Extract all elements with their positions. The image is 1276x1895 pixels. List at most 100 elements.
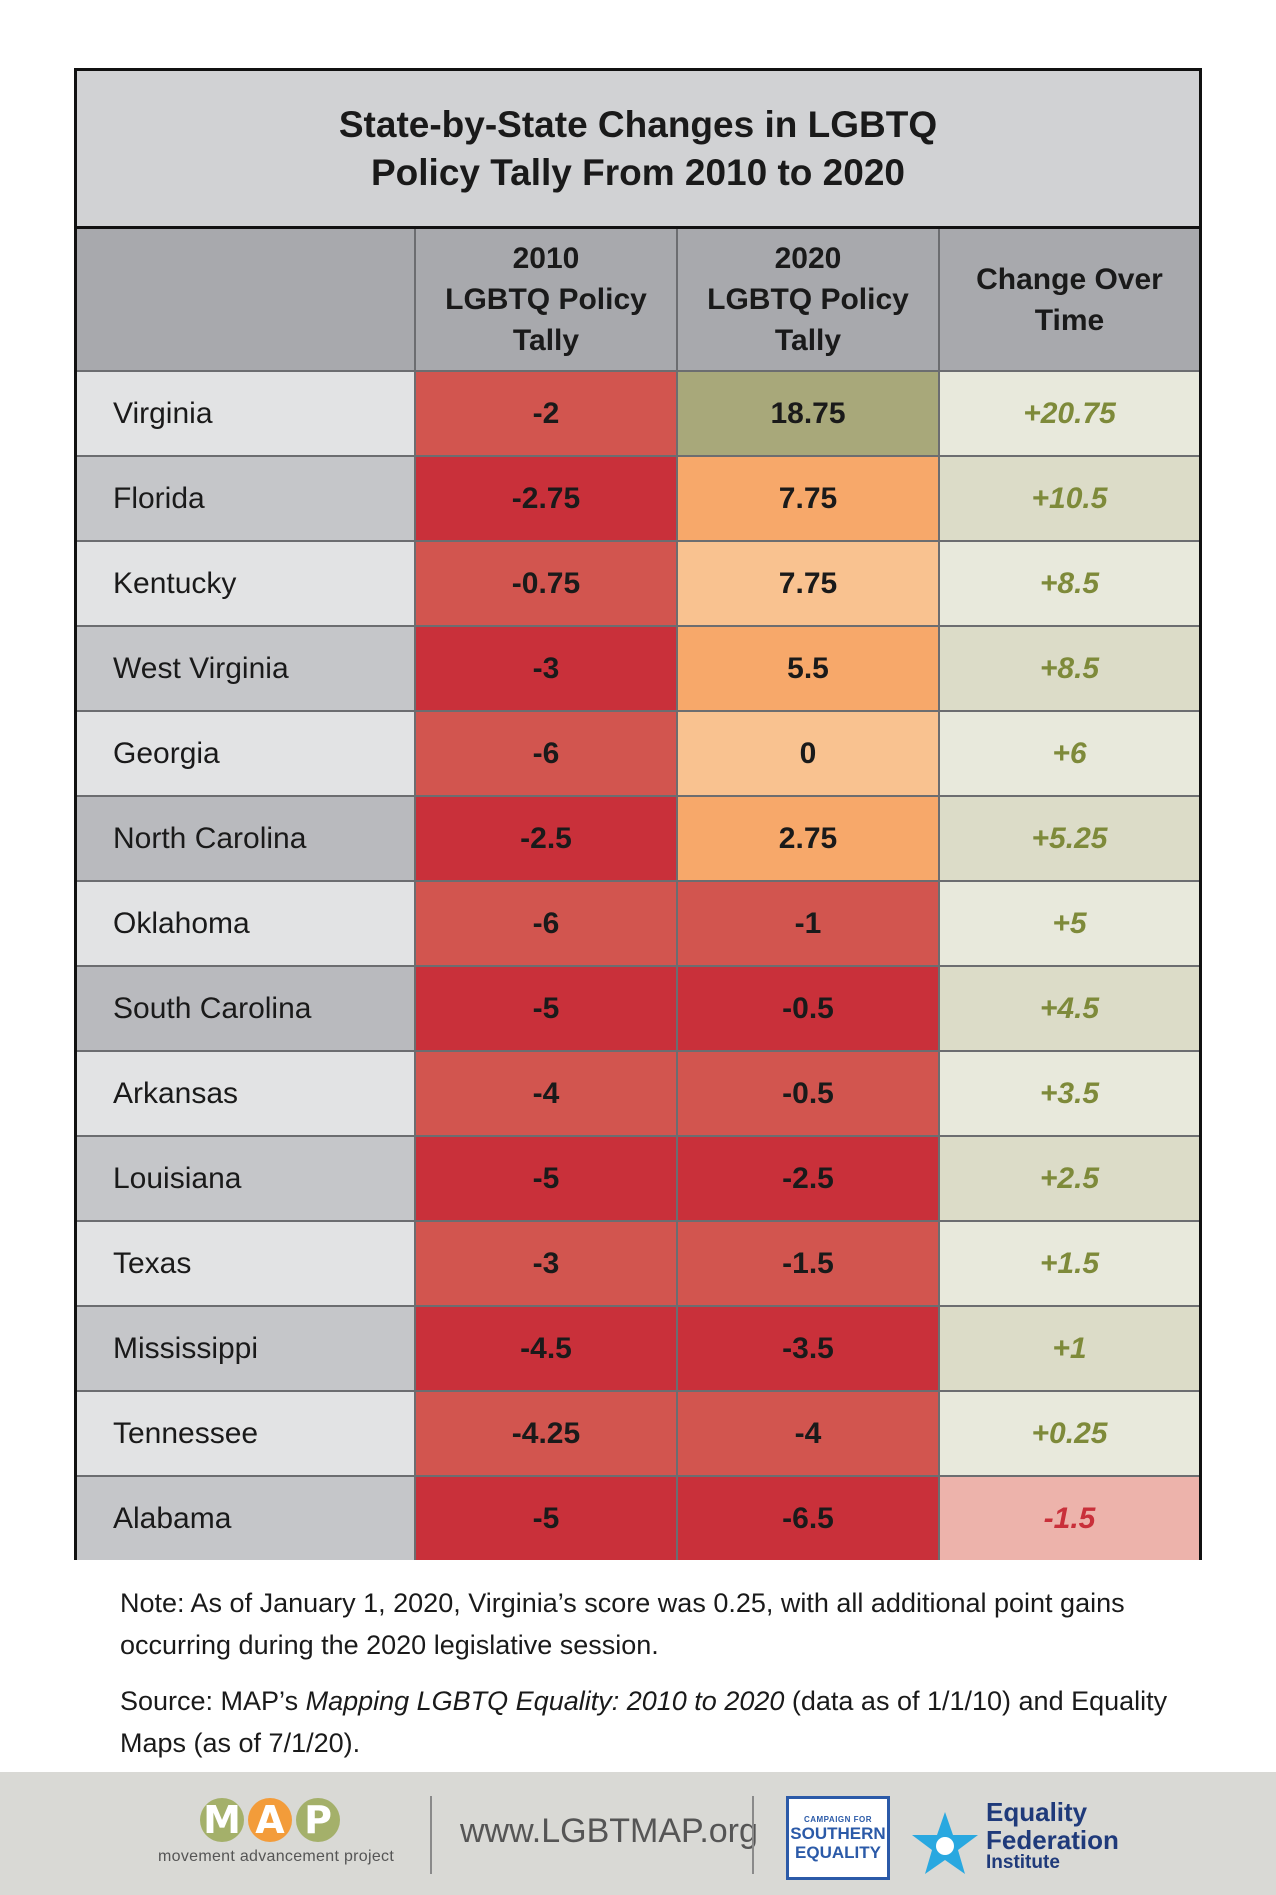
table-row: Louisiana -5 -2.5 +2.5 bbox=[77, 1137, 1199, 1222]
table-row: Kentucky -0.75 7.75 +8.5 bbox=[77, 542, 1199, 627]
table-row: Virginia -2 18.75 +20.75 bbox=[77, 372, 1199, 457]
tally-2010: -3 bbox=[414, 1222, 676, 1305]
table-row: Oklahoma -6 -1 +5 bbox=[77, 882, 1199, 967]
state-name: Georgia bbox=[77, 712, 414, 795]
equality-federation-logo[interactable]: Equality Federation Institute bbox=[910, 1794, 1130, 1884]
tally-2020: -6.5 bbox=[676, 1477, 938, 1560]
change-value: -1.5 bbox=[938, 1477, 1199, 1560]
change-value: +5.25 bbox=[938, 797, 1199, 880]
tally-2020: 2.75 bbox=[676, 797, 938, 880]
map-tagline: movement advancement project bbox=[158, 1848, 395, 1865]
tally-2020: 7.75 bbox=[676, 542, 938, 625]
tally-2010: -6 bbox=[414, 882, 676, 965]
cse-line-2: EQUALITY bbox=[795, 1842, 881, 1862]
cse-small-text: CAMPAIGN FOR bbox=[803, 1814, 873, 1824]
change-value: +3.5 bbox=[938, 1052, 1199, 1135]
state-name: Arkansas bbox=[77, 1052, 414, 1135]
cse-line-1: SOUTHERN bbox=[790, 1823, 886, 1843]
tally-2010: -5 bbox=[414, 1477, 676, 1560]
table-row: Mississippi -4.5 -3.5 +1 bbox=[77, 1307, 1199, 1392]
eq-line-1: Equality bbox=[986, 1797, 1088, 1827]
tally-2020: 0 bbox=[676, 712, 938, 795]
table-row: Alabama -5 -6.5 -1.5 bbox=[77, 1477, 1199, 1560]
table-row: South Carolina -5 -0.5 +4.5 bbox=[77, 967, 1199, 1052]
map-letter: M bbox=[200, 1798, 244, 1842]
state-name: Virginia bbox=[77, 372, 414, 455]
change-value: +8.5 bbox=[938, 542, 1199, 625]
source-suffix: (data as of 1/1/10) and Equality Maps (a… bbox=[120, 1686, 1168, 1758]
state-name: Texas bbox=[77, 1222, 414, 1305]
tally-2010: -4.25 bbox=[414, 1392, 676, 1475]
tally-2020: -0.5 bbox=[676, 967, 938, 1050]
state-name: Tennessee bbox=[77, 1392, 414, 1475]
tally-2010: -5 bbox=[414, 967, 676, 1050]
website-link[interactable]: www.LGBTMAP.org bbox=[460, 1812, 758, 1850]
state-name: Oklahoma bbox=[77, 882, 414, 965]
change-value: +4.5 bbox=[938, 967, 1199, 1050]
state-name: West Virginia bbox=[77, 627, 414, 710]
eq-line-3: Institute bbox=[986, 1852, 1060, 1873]
map-letter: P bbox=[296, 1798, 340, 1842]
change-value: +5 bbox=[938, 882, 1199, 965]
table-row: North Carolina -2.5 2.75 +5.25 bbox=[77, 797, 1199, 882]
header-2010-tally: 2010 LGBTQ Policy Tally bbox=[414, 229, 676, 370]
tally-2010: -2 bbox=[414, 372, 676, 455]
change-value: +20.75 bbox=[938, 372, 1199, 455]
source-text: Source: MAP’s Mapping LGBTQ Equality: 20… bbox=[120, 1680, 1180, 1764]
tally-2010: -4.5 bbox=[414, 1307, 676, 1390]
state-name: North Carolina bbox=[77, 797, 414, 880]
state-name: Louisiana bbox=[77, 1137, 414, 1220]
star-icon bbox=[912, 1812, 978, 1874]
tally-2010: -2.5 bbox=[414, 797, 676, 880]
change-value: +1 bbox=[938, 1307, 1199, 1390]
note-text: Note: As of January 1, 2020, Virginia’s … bbox=[120, 1588, 1125, 1660]
table-row: Tennessee -4.25 -4 +0.25 bbox=[77, 1392, 1199, 1477]
table-row: Florida -2.75 7.75 +10.5 bbox=[77, 457, 1199, 542]
state-name: South Carolina bbox=[77, 967, 414, 1050]
table-row: Arkansas -4 -0.5 +3.5 bbox=[77, 1052, 1199, 1137]
notes: Note: As of January 1, 2020, Virginia’s … bbox=[120, 1582, 1180, 1764]
tally-2010: -6 bbox=[414, 712, 676, 795]
table-row: Texas -3 -1.5 +1.5 bbox=[77, 1222, 1199, 1307]
tally-2020: -3.5 bbox=[676, 1307, 938, 1390]
change-value: +6 bbox=[938, 712, 1199, 795]
tally-2020: 5.5 bbox=[676, 627, 938, 710]
table-row: Georgia -6 0 +6 bbox=[77, 712, 1199, 797]
change-value: +2.5 bbox=[938, 1137, 1199, 1220]
eq-line-2: Federation bbox=[986, 1825, 1119, 1855]
tally-2020: -1.5 bbox=[676, 1222, 938, 1305]
map-letter: A bbox=[248, 1798, 292, 1842]
state-name: Kentucky bbox=[77, 542, 414, 625]
tally-2010: -2.75 bbox=[414, 457, 676, 540]
change-value: +10.5 bbox=[938, 457, 1199, 540]
tally-2010: -3 bbox=[414, 627, 676, 710]
eq-title: Equality Federation bbox=[986, 1798, 1119, 1854]
tally-2020: -0.5 bbox=[676, 1052, 938, 1135]
table-body: Virginia -2 18.75 +20.75 Florida -2.75 7.75 +10… bbox=[77, 372, 1199, 1560]
change-value: +1.5 bbox=[938, 1222, 1199, 1305]
state-name: Florida bbox=[77, 457, 414, 540]
table-title: State-by-State Changes in LGBTQ Policy T… bbox=[77, 71, 1199, 229]
header-2020-tally: 2020 LGBTQ Policy Tally bbox=[676, 229, 938, 370]
tally-2020: 7.75 bbox=[676, 457, 938, 540]
tally-2010: -4 bbox=[414, 1052, 676, 1135]
footer-divider bbox=[430, 1796, 432, 1874]
tally-2010: -0.75 bbox=[414, 542, 676, 625]
source-title: Mapping LGBTQ Equality: 2010 to 2020 bbox=[305, 1686, 785, 1716]
cse-logo[interactable]: CAMPAIGN FOR SOUTHERN EQUALITY bbox=[786, 1796, 890, 1880]
title-line-1: State-by-State Changes in LGBTQ bbox=[338, 103, 938, 145]
tally-2020: -1 bbox=[676, 882, 938, 965]
header-change: Change Over Time bbox=[938, 229, 1199, 370]
state-name: Mississippi bbox=[77, 1307, 414, 1390]
title-line-2: Policy Tally From 2010 to 2020 bbox=[370, 151, 905, 193]
source-prefix: Source: MAP’s bbox=[120, 1686, 306, 1716]
header-state bbox=[77, 229, 414, 370]
tally-2010: -5 bbox=[414, 1137, 676, 1220]
tally-2020: 18.75 bbox=[676, 372, 938, 455]
policy-table: State-by-State Changes in LGBTQ Policy T… bbox=[74, 68, 1202, 1560]
footer-divider bbox=[752, 1796, 754, 1874]
table-row: West Virginia -3 5.5 +8.5 bbox=[77, 627, 1199, 712]
